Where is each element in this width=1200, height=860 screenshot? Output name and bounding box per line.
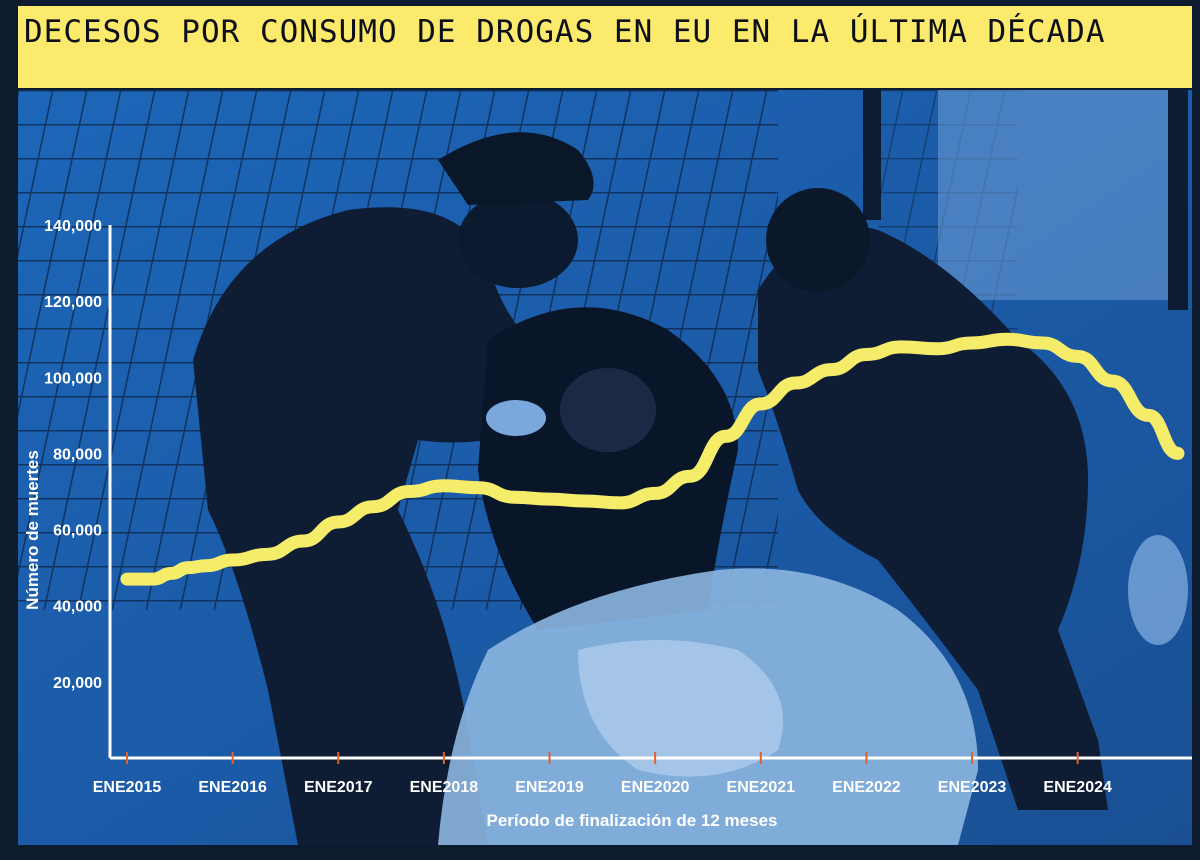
- y-tick-label: 80,000: [53, 446, 102, 463]
- x-tick-label: ENE2020: [621, 779, 690, 796]
- y-tick-label: 120,000: [44, 294, 102, 311]
- x-tick-label: ENE2019: [515, 779, 584, 796]
- chart-canvas: 20,000 40,000 60,000 80,000 100,000 120,000 14…: [18, 90, 1192, 845]
- series-line: [120, 332, 1185, 586]
- y-tick-label: 20,000: [53, 675, 102, 692]
- y-tick-label: 140,000: [44, 218, 102, 235]
- y-tick-label: 60,000: [53, 523, 102, 540]
- y-tick-label: 100,000: [44, 370, 102, 387]
- y-tick-label: 40,000: [53, 599, 102, 616]
- title-band: DECESOS POR CONSUMO DE DROGAS EN EU EN L…: [18, 6, 1192, 88]
- background-photo: 20,000 40,000 60,000 80,000 100,000 120,000 14…: [18, 90, 1192, 845]
- x-tick-label: ENE2022: [832, 779, 901, 796]
- x-tick-label: ENE2016: [198, 779, 267, 796]
- x-tick-label: ENE2018: [410, 779, 479, 796]
- x-tick-label: ENE2017: [304, 779, 373, 796]
- chart-title: DECESOS POR CONSUMO DE DROGAS EN EU EN L…: [24, 14, 1106, 50]
- x-tick-label: ENE2023: [938, 779, 1007, 796]
- y-axis-title: Número de muertes: [23, 450, 42, 610]
- x-tick-label: ENE2024: [1043, 779, 1112, 796]
- photo-paramedics-icon: [18, 90, 1192, 845]
- x-tick-label: ENE2021: [727, 779, 796, 796]
- x-tick-label: ENE2015: [93, 779, 162, 796]
- x-axis-title: Período de finalización de 12 meses: [487, 811, 778, 830]
